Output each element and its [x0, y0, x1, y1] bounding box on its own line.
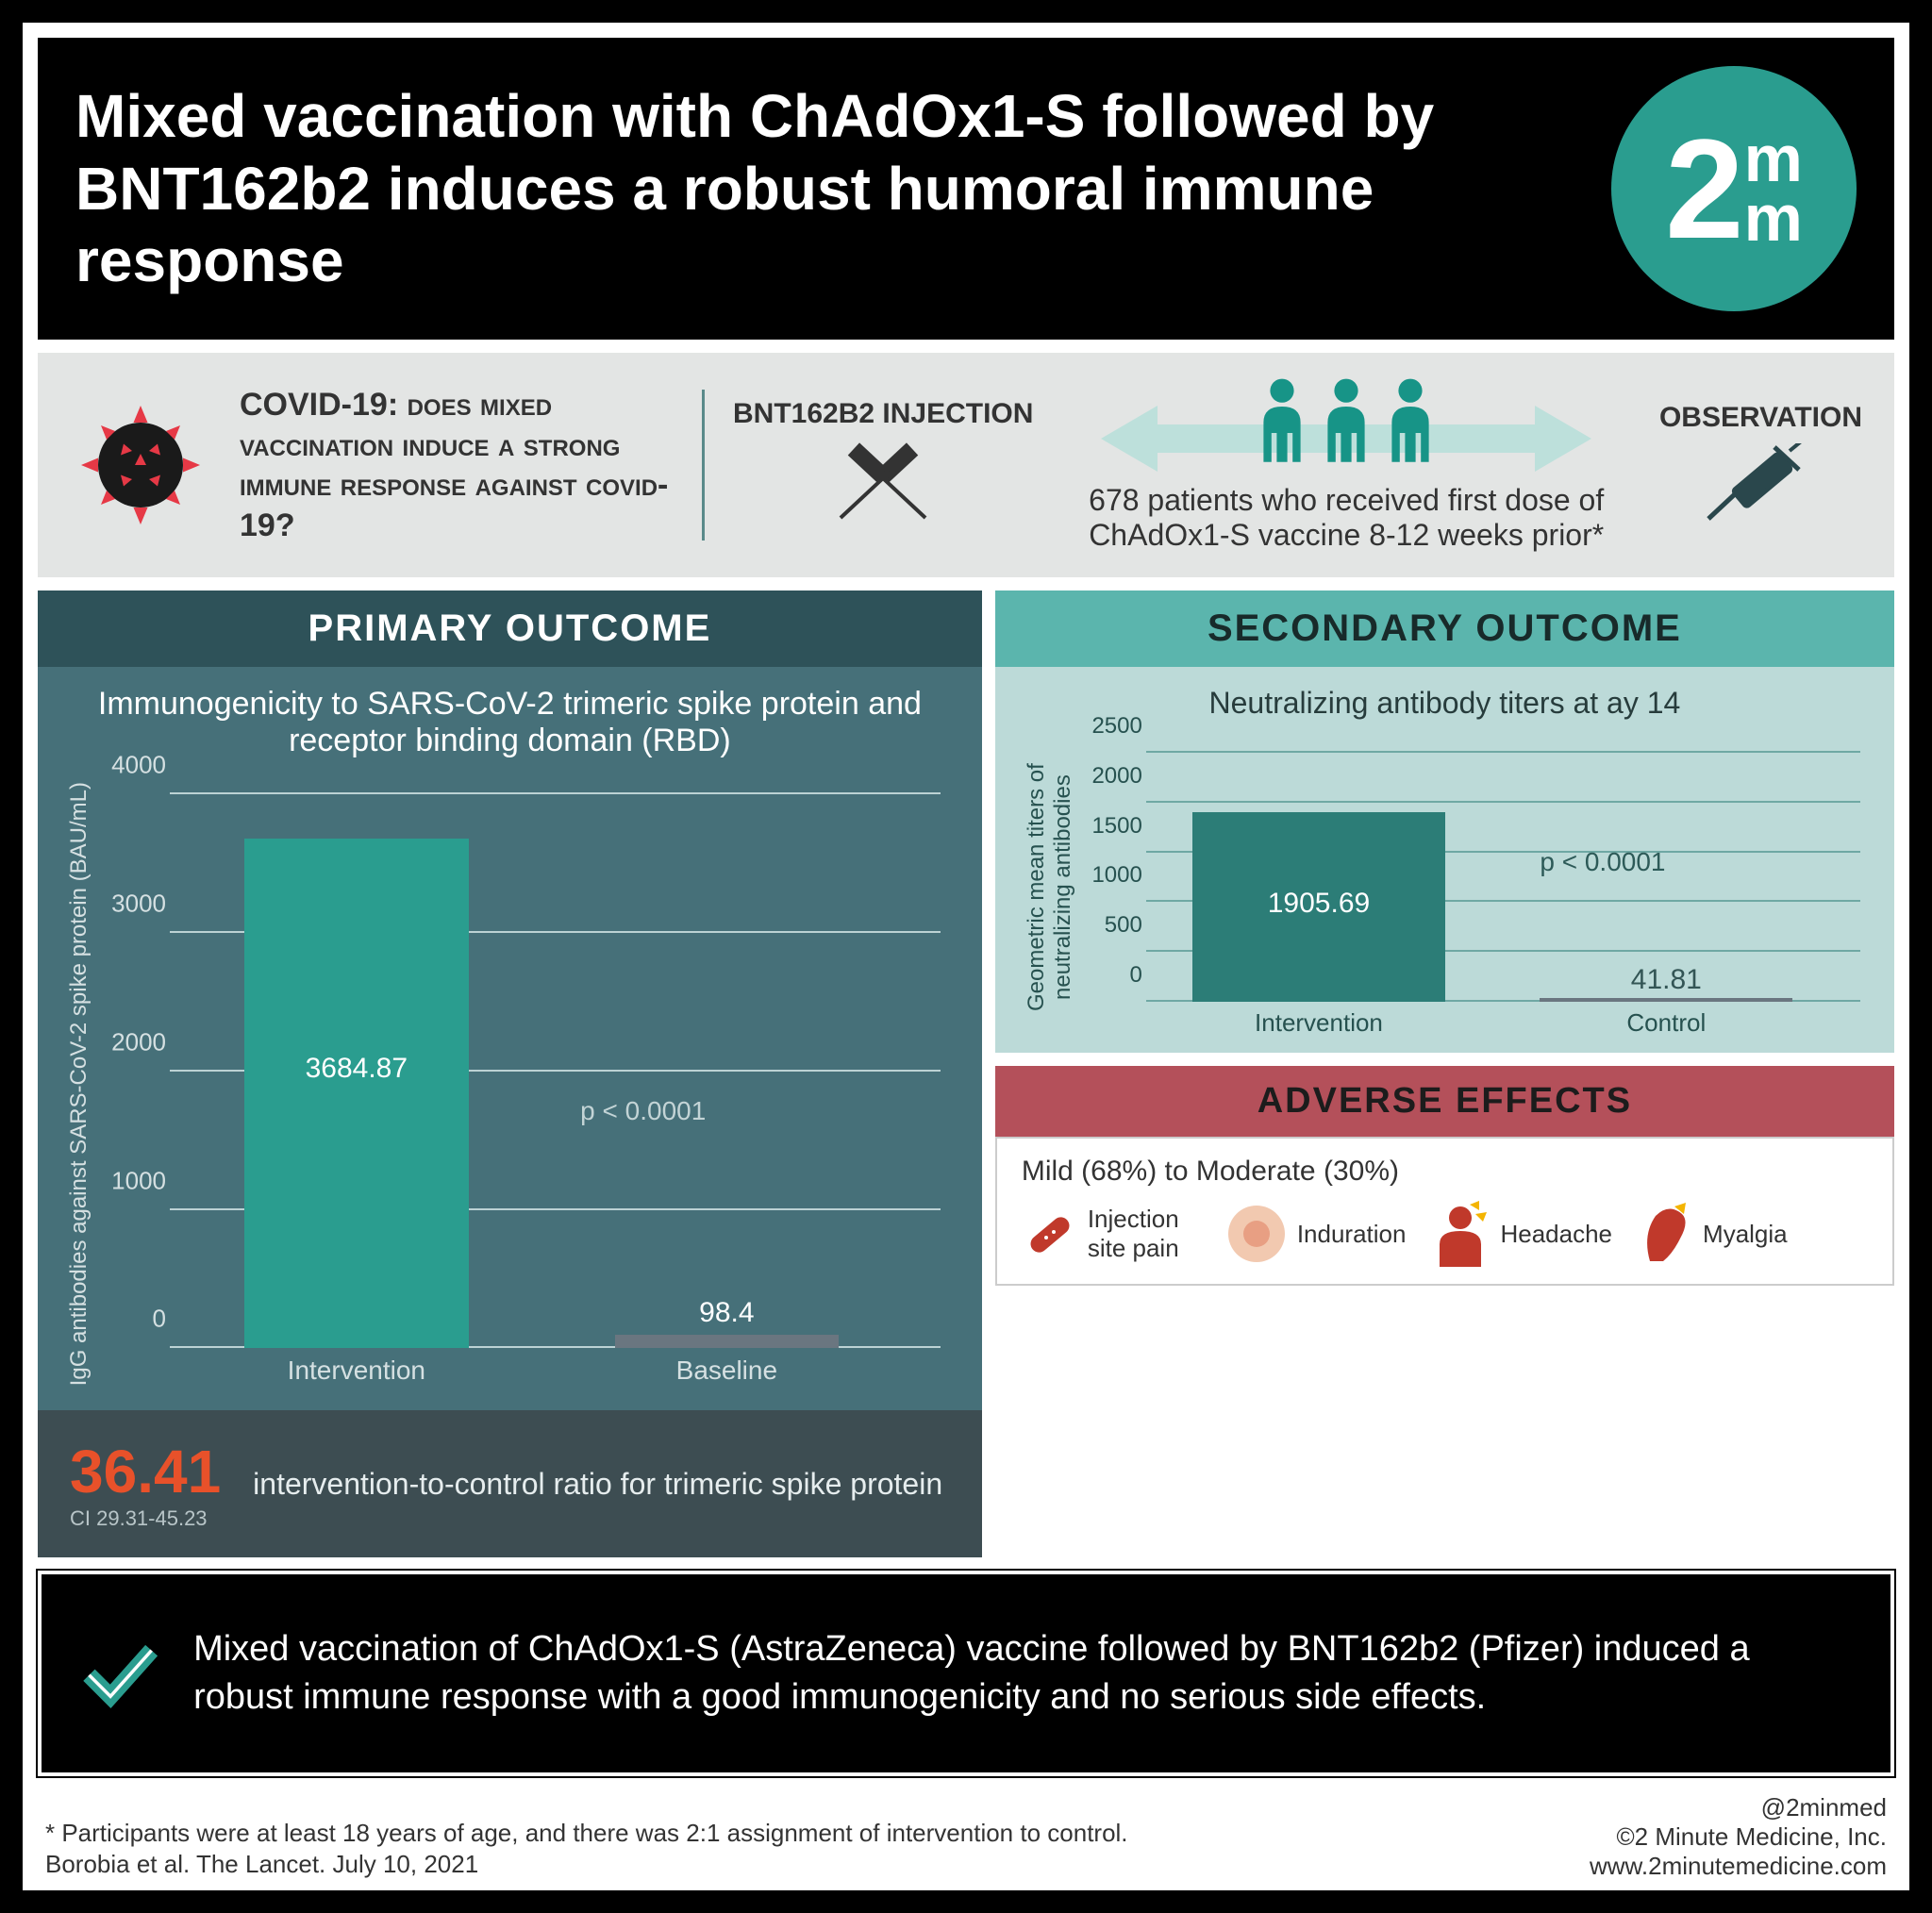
primary-subheading: Immunogenicity to SARS-CoV-2 trimeric sp…: [60, 686, 959, 759]
secondary-bar-chart: Geometric mean titers of neutralizing an…: [1018, 732, 1872, 1043]
primary-bar-intervention: 3684.87: [244, 839, 468, 1349]
secondary-xcat-2: Control: [1540, 1008, 1792, 1038]
secondary-outcome-panel: SECONDARY OUTCOME Neutralizing antibody …: [995, 591, 1894, 1053]
bandage-icon: [1022, 1206, 1078, 1262]
primary-plot-area: 0 1000 2000 3000 4000 3684.87 98.4 p < 0…: [98, 776, 959, 1391]
effect-item: Injection site pain: [1022, 1205, 1201, 1263]
person-icon: [1256, 377, 1308, 462]
primary-outcome-panel: PRIMARY OUTCOME Immunogenicity to SARS-C…: [38, 591, 982, 1557]
secondary-body: Neutralizing antibody titers at ay 14 Ge…: [995, 667, 1894, 1053]
footnote: * Participants were at least 18 years of…: [45, 1819, 1128, 1848]
effect-label: Myalgia: [1703, 1220, 1788, 1249]
secondary-xcat-1: Intervention: [1192, 1008, 1445, 1038]
header-bar: Mixed vaccination with ChAdOx1-S followe…: [38, 38, 1894, 340]
question-band: COVID-19: does mixed vaccination induce …: [38, 353, 1894, 577]
page-title: Mixed vaccination with ChAdOx1-S followe…: [75, 80, 1611, 297]
checkmark-icon: [79, 1603, 161, 1744]
myalgia-icon: [1637, 1201, 1693, 1267]
primary-xcat-2: Baseline: [615, 1356, 839, 1386]
cohort-caption: 678 patients who received first dose of …: [1061, 483, 1631, 553]
primary-bar-baseline: 98.4: [615, 1335, 839, 1348]
injection-label: BNT162B2 INJECTION: [733, 398, 1033, 430]
syringe-cross-icon: [826, 438, 940, 532]
footer: * Participants were at least 18 years of…: [38, 1789, 1894, 1881]
virus-icon: [70, 394, 211, 536]
social-handle: @2minmed: [1590, 1793, 1887, 1822]
person-icon: [1320, 377, 1373, 462]
cohort-block: 678 patients who received first dose of …: [1061, 377, 1631, 553]
secondary-y-axis-label: Geometric mean titers of neutralizing an…: [1018, 732, 1082, 1043]
secondary-p-value: p < 0.0001: [1540, 847, 1665, 877]
effect-label: Injection site pain: [1088, 1205, 1201, 1263]
primary-heading: PRIMARY OUTCOME: [38, 591, 982, 667]
conclusion-bar: Mixed vaccination of ChAdOx1-S (AstraZen…: [38, 1571, 1894, 1776]
injection-block: BNT162B2 INJECTION: [733, 398, 1033, 532]
right-column: SECONDARY OUTCOME Neutralizing antibody …: [995, 591, 1894, 1557]
adverse-effects-panel: ADVERSE EFFECTS Mild (68%) to Moderate (…: [995, 1066, 1894, 1286]
primary-bar-chart: IgG antibodies against SARS-CoV-2 spike …: [60, 776, 959, 1391]
logo-letters: mm: [1744, 129, 1803, 248]
induration-icon: [1225, 1203, 1288, 1265]
ratio-value: 36.41: [70, 1437, 221, 1506]
secondary-subheading: Neutralizing antibody titers at ay 14: [1018, 686, 1872, 721]
primary-body: Immunogenicity to SARS-CoV-2 trimeric sp…: [38, 667, 982, 1410]
ratio-ci: CI 29.31-45.23: [70, 1506, 221, 1531]
adverse-subheading: Mild (68%) to Moderate (30%): [1022, 1156, 1868, 1188]
research-question: COVID-19: does mixed vaccination induce …: [240, 385, 674, 545]
footer-left: * Participants were at least 18 years of…: [45, 1817, 1128, 1881]
secondary-bar-control: 41.81: [1540, 998, 1792, 1002]
secondary-bar-value-2: 41.81: [1540, 964, 1792, 996]
effect-item: Headache: [1430, 1201, 1612, 1267]
secondary-bar-value-1: 1905.69: [1192, 888, 1445, 920]
footer-right: @2minmed ©2 Minute Medicine, Inc. www.2m…: [1590, 1793, 1887, 1881]
effect-label: Headache: [1500, 1220, 1612, 1249]
adverse-body: Mild (68%) to Moderate (30%) Injection s…: [995, 1137, 1894, 1286]
secondary-plot-area: 0 500 1000 1500 2000 2500 1905.69 41.81: [1082, 732, 1872, 1043]
citation: Borobia et al. The Lancet. July 10, 2021: [45, 1850, 1128, 1879]
syringe-icon: [1699, 443, 1822, 528]
ratio-description: intervention-to-control ratio for trimer…: [253, 1467, 942, 1502]
infographic-frame: Mixed vaccination with ChAdOx1-S followe…: [0, 0, 1932, 1913]
observation-block: OBSERVATION: [1659, 402, 1862, 528]
people-icon-group: [1256, 377, 1437, 462]
brand-logo: 2 mm: [1611, 66, 1857, 311]
conclusion-text: Mixed vaccination of ChAdOx1-S (AstraZen…: [193, 1625, 1853, 1722]
observation-label: OBSERVATION: [1659, 402, 1862, 434]
question-prefix: COVID-19:: [240, 387, 398, 423]
logo-numeral: 2: [1665, 108, 1743, 271]
website-url: www.2minutemedicine.com: [1590, 1852, 1887, 1881]
primary-bar-value-2: 98.4: [615, 1297, 839, 1329]
adverse-effects-list: Injection site pain Induration Headache: [1022, 1201, 1868, 1267]
secondary-heading: SECONDARY OUTCOME: [995, 591, 1894, 667]
ratio-band: 36.41 CI 29.31-45.23 intervention-to-con…: [38, 1410, 982, 1557]
primary-xcat-1: Intervention: [244, 1356, 468, 1386]
effect-item: Induration: [1225, 1203, 1407, 1265]
headache-icon: [1430, 1201, 1491, 1267]
effect-label: Induration: [1297, 1220, 1407, 1249]
effect-item: Myalgia: [1637, 1201, 1788, 1267]
copyright: ©2 Minute Medicine, Inc.: [1590, 1822, 1887, 1852]
primary-y-axis-label: IgG antibodies against SARS-CoV-2 spike …: [60, 776, 98, 1391]
vertical-divider: [702, 390, 705, 541]
person-icon: [1384, 377, 1437, 462]
ratio-number-block: 36.41 CI 29.31-45.23: [70, 1437, 221, 1531]
secondary-bar-intervention: 1905.69: [1192, 812, 1445, 1002]
adverse-heading: ADVERSE EFFECTS: [995, 1066, 1894, 1137]
outcomes-row: PRIMARY OUTCOME Immunogenicity to SARS-C…: [38, 591, 1894, 1557]
primary-bar-value-1: 3684.87: [244, 1053, 468, 1085]
primary-p-value: p < 0.0001: [580, 1096, 706, 1126]
